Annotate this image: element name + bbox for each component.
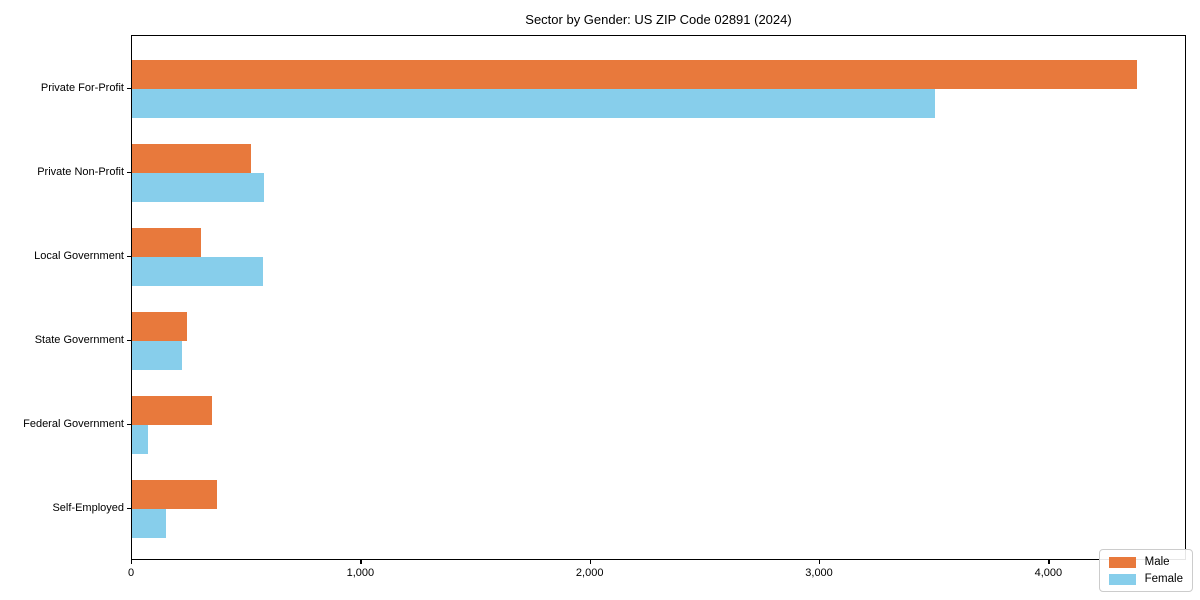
- bar-female-private-non-profit: [132, 173, 264, 202]
- y-label-private-non-profit: Private Non-Profit: [37, 166, 124, 178]
- x-tick-mark: [589, 560, 591, 564]
- x-tick-mark: [131, 560, 133, 564]
- chart-title: Sector by Gender: US ZIP Code 02891 (202…: [525, 12, 792, 27]
- x-tick-label-0: 0: [127, 567, 135, 579]
- y-label-self-employed: Self-Employed: [52, 502, 124, 514]
- x-tick-label-2-000: 2,000: [575, 567, 604, 579]
- bar-male-self-employed: [132, 480, 217, 509]
- bar-male-private-non-profit: [132, 144, 252, 173]
- y-tick-mark: [127, 424, 131, 426]
- legend-item-male: Male: [1108, 556, 1183, 568]
- x-tick-mark: [819, 560, 821, 564]
- plot-area: [131, 35, 1186, 560]
- bar-female-state-government: [132, 341, 183, 370]
- bar-male-state-government: [132, 312, 188, 341]
- legend-label-male: Male: [1144, 556, 1170, 568]
- bar-female-private-for-profit: [132, 89, 935, 118]
- bar-male-federal-government: [132, 396, 213, 425]
- bar-female-self-employed: [132, 509, 167, 538]
- legend-item-female: Female: [1108, 573, 1183, 585]
- x-tick-mark: [360, 560, 362, 564]
- bar-male-private-for-profit: [132, 60, 1137, 89]
- legend-label-female: Female: [1144, 573, 1183, 585]
- y-label-state-government: State Government: [34, 334, 124, 346]
- x-tick-label-3-000: 3,000: [805, 567, 833, 579]
- y-tick-mark: [127, 88, 131, 90]
- bar-female-federal-government: [132, 425, 149, 454]
- x-tick-label-1-000: 1,000: [346, 567, 375, 579]
- y-tick-mark: [127, 256, 131, 258]
- bar-female-local-government: [132, 257, 263, 286]
- female-color-swatch: [1108, 573, 1136, 585]
- y-tick-mark: [127, 340, 131, 342]
- y-label-private-for-profit: Private For-Profit: [40, 82, 124, 94]
- y-tick-mark: [127, 508, 131, 510]
- male-color-swatch: [1108, 556, 1136, 568]
- y-label-local-government: Local Government: [34, 250, 124, 262]
- legend: Male Female: [1098, 549, 1193, 592]
- x-tick-mark: [1048, 560, 1050, 564]
- y-label-federal-government: Federal Government: [23, 418, 124, 430]
- x-tick-label-4-000: 4,000: [1034, 567, 1063, 579]
- bar-male-local-government: [132, 228, 201, 257]
- y-tick-mark: [127, 172, 131, 174]
